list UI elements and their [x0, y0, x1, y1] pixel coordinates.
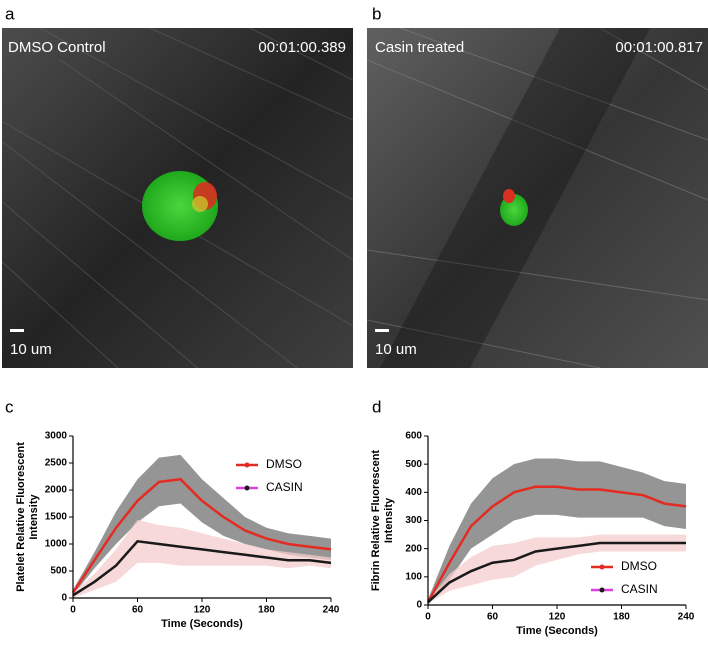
x-tick-label: 120: [194, 605, 211, 616]
y-tick-label: 300: [405, 515, 422, 526]
x-tick-label: 240: [323, 605, 340, 616]
scale-label: 10 um: [10, 341, 52, 358]
image-timestamp: 00:01:00.817: [615, 39, 703, 56]
legend-label: CASIN: [621, 582, 658, 596]
x-tick-label: 60: [132, 605, 144, 616]
x-tick-label: 120: [549, 612, 566, 623]
y-axis-label: Fibrin Relative Fluorescent: [370, 450, 382, 592]
panel-label: b: [372, 4, 381, 23]
y-tick-label: 200: [405, 543, 422, 554]
legend-label: DMSO: [266, 457, 302, 471]
x-axis-label: Time (Seconds): [516, 625, 598, 637]
micrograph: [367, 28, 708, 368]
x-axis-label: Time (Seconds): [161, 618, 243, 630]
scale-label: 10 um: [375, 341, 417, 358]
y-tick-label: 3000: [45, 431, 68, 442]
x-tick-label: 0: [70, 605, 76, 616]
x-tick-label: 180: [258, 605, 275, 616]
y-tick-label: 500: [50, 566, 67, 577]
y-axis-label: Platelet Relative Fluorescent: [15, 442, 27, 592]
error-band: [428, 458, 686, 605]
legend-marker: [599, 587, 605, 593]
y-tick-label: 500: [405, 459, 422, 470]
panel-label: d: [372, 397, 381, 416]
x-tick-label: 180: [613, 612, 630, 623]
legend-marker: [599, 564, 605, 570]
y-tick-label: 100: [405, 571, 422, 582]
y-tick-label: 1000: [45, 539, 68, 550]
error-band: [73, 454, 331, 596]
series-line: [72, 539, 332, 597]
panel-label: c: [5, 397, 14, 416]
legend-label: CASIN: [266, 480, 303, 494]
x-tick-label: 60: [487, 612, 499, 623]
error-band: [73, 519, 331, 598]
legend-marker: [244, 462, 250, 468]
x-tick-label: 0: [425, 612, 431, 623]
y-axis-label: Intensity: [383, 497, 395, 543]
series-line: [427, 541, 686, 604]
y-tick-label: 600: [405, 431, 422, 442]
error-band: [428, 534, 686, 604]
image-caption: DMSO Control: [8, 39, 106, 56]
legend-marker: [244, 485, 250, 491]
y-tick-label: 400: [405, 487, 422, 498]
image-caption: Casin treated: [375, 39, 464, 56]
legend-label: DMSO: [621, 559, 657, 573]
x-tick-label: 240: [678, 612, 695, 623]
y-tick-label: 0: [61, 593, 67, 604]
y-tick-label: 2000: [45, 485, 68, 496]
panel-label: a: [5, 4, 15, 23]
series-line: [426, 485, 687, 603]
y-tick-label: 1500: [45, 512, 68, 523]
y-tick-label: 2500: [45, 458, 68, 469]
y-axis-label: Intensity: [28, 494, 40, 540]
image-timestamp: 00:01:00.389: [258, 39, 346, 56]
series-line: [71, 477, 332, 594]
micrograph: [2, 28, 353, 368]
y-tick-label: 0: [416, 600, 422, 611]
